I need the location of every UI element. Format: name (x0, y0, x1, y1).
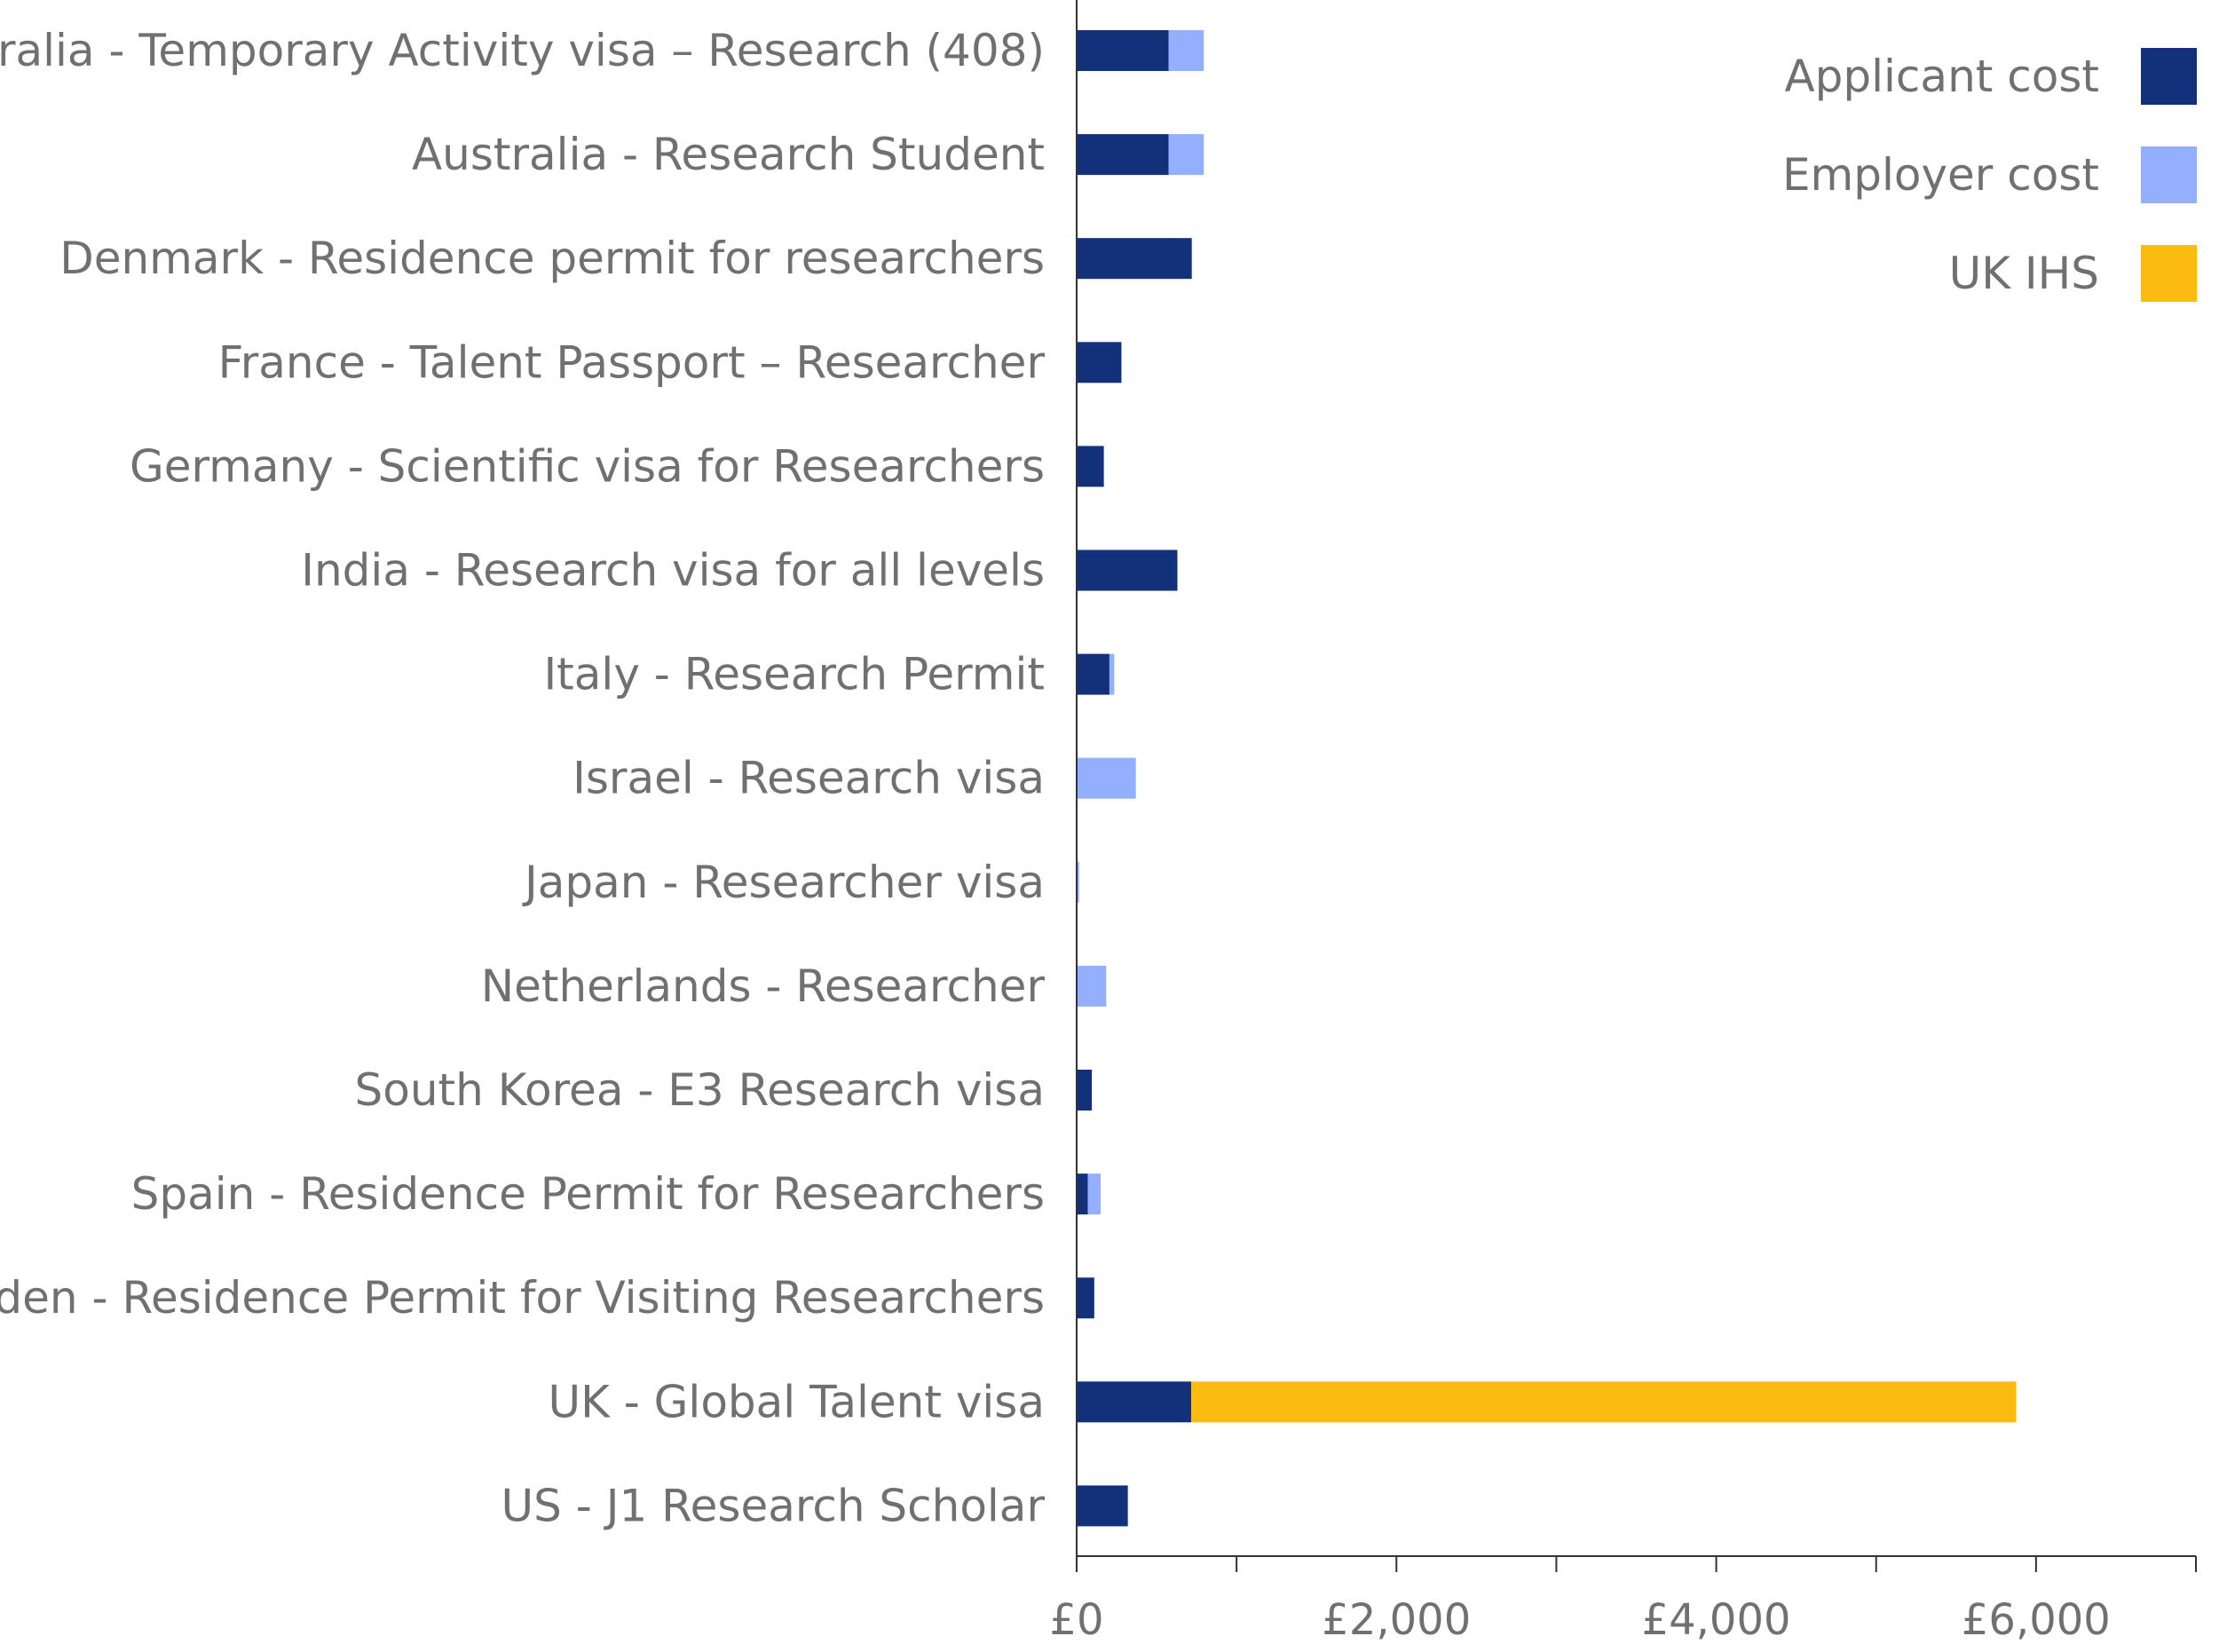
bar-segment-uk-ihs (1190, 1381, 2017, 1423)
category-label: Spain - Residence Permit for Researchers (131, 1168, 1045, 1220)
category-label: Sweden - Residence Permit for Visiting R… (0, 1272, 1045, 1324)
bar-segment-employer-cost (1087, 1174, 1102, 1215)
bar-segment-applicant-cost (1077, 1485, 1128, 1527)
bar-segment-applicant-cost (1077, 1070, 1093, 1111)
bar-segment-employer-cost (1168, 134, 1204, 176)
x-tick-label: £4,000 (1642, 1595, 1791, 1645)
bar-segment-employer-cost (1168, 30, 1204, 71)
category-label: Australia - Temporary Activity visa – Re… (0, 25, 1045, 76)
bar-segment-applicant-cost (1077, 1174, 1088, 1215)
category-labels: Australia - Temporary Activity visa – Re… (0, 25, 1045, 1531)
category-label: Germany - Scientific visa for Researcher… (130, 440, 1045, 492)
category-label: UK - Global Talent visa (548, 1376, 1045, 1427)
legend-label: UK IHS (1949, 248, 2099, 299)
legend-swatch (2141, 146, 2197, 203)
bar-segment-applicant-cost (1077, 342, 1122, 383)
category-label: Netherlands - Researcher (481, 960, 1046, 1012)
bar-segment-applicant-cost (1077, 653, 1110, 695)
category-label: US - J1 Research Scholar (501, 1480, 1046, 1531)
category-label: Israel - Research visa (573, 753, 1045, 804)
bar-segment-applicant-cost (1077, 1277, 1094, 1319)
bar-segment-employer-cost (1077, 861, 1079, 903)
category-label: Japan - Researcher visa (522, 857, 1045, 908)
x-axis-ticks (1076, 1556, 2197, 1572)
x-tick-label: £6,000 (1962, 1595, 2111, 1645)
bar-segment-applicant-cost (1077, 549, 1178, 591)
category-label: Denmark - Residence permit for researche… (59, 233, 1045, 284)
legend: Applicant cost Employer cost UK IHS (1782, 48, 2197, 302)
legend-label: Applicant cost (1784, 51, 2099, 102)
bar-segment-applicant-cost (1077, 30, 1169, 71)
bar-segment-applicant-cost (1077, 1381, 1191, 1423)
bar-segment-employer-cost (1109, 653, 1115, 695)
x-tick-label: £0 (1049, 1595, 1103, 1645)
legend-swatch (2141, 245, 2197, 302)
bar-segment-employer-cost (1077, 757, 1136, 799)
bar-segment-applicant-cost (1077, 134, 1169, 176)
bars-group (1077, 30, 2017, 1527)
category-label: South Korea - E3 Research visa (355, 1064, 1046, 1116)
bar-segment-applicant-cost (1077, 446, 1104, 487)
category-label: India - Research visa for all levels (301, 545, 1045, 597)
x-axis-tick-labels: £0 £2,000 £4,000 £6,000 (1049, 1595, 2110, 1645)
x-tick-label: £2,000 (1322, 1595, 1471, 1645)
legend-label: Employer cost (1782, 149, 2099, 201)
category-label: Italy - Research Permit (543, 649, 1045, 700)
legend-swatch (2141, 48, 2197, 105)
bar-segment-employer-cost (1077, 965, 1107, 1007)
category-label: Australia - Research Student (412, 129, 1045, 180)
bar-segment-applicant-cost (1077, 238, 1192, 280)
category-label: France - Talent Passport – Researcher (218, 336, 1046, 388)
